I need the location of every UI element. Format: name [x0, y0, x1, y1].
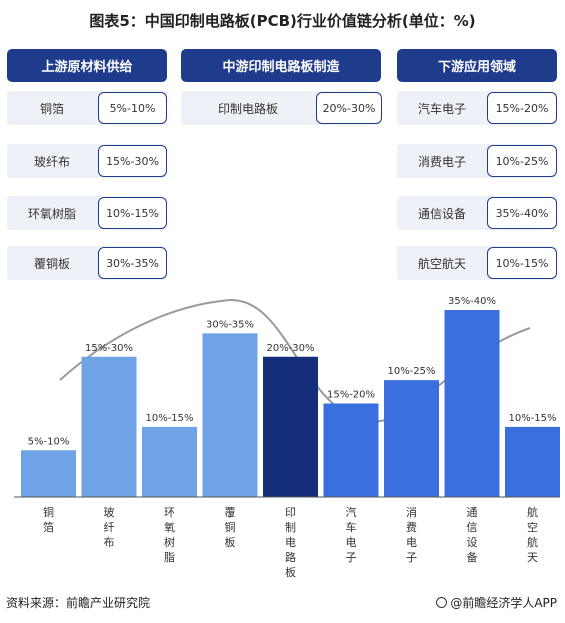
upstream-row-label: 玻纤布: [33, 154, 70, 169]
upstream-row-value: 30%-35%: [98, 247, 167, 279]
downstream-row-value: 15%-20%: [487, 92, 557, 124]
category-tick-label: 铜箔: [43, 505, 54, 534]
brand-credit: @前瞻经济学人APP: [436, 594, 557, 611]
data-label: 10%-15%: [145, 413, 193, 424]
source-note: 资料来源：前瞻产业研究院: [6, 596, 151, 610]
data-label: 10%-25%: [387, 366, 435, 377]
upstream-row-value: 5%-10%: [98, 92, 167, 124]
page-title: 图表5：中国印制电路板(PCB)行业价值链分析(单位：%): [89, 12, 476, 30]
upstream-row-label: 覆铜板: [33, 256, 70, 271]
data-label: 30%-35%: [206, 319, 254, 330]
bar-印制电路板: [263, 356, 318, 497]
data-label: 5%-10%: [28, 436, 70, 447]
upstream-row-label: 铜箔: [39, 101, 64, 116]
category-tick-label: 汽车电子: [346, 505, 357, 564]
downstream-row-value: 10%-25%: [487, 145, 557, 177]
data-label: 35%-40%: [448, 296, 496, 307]
header-midstream-label: 中游印制电路板制造: [222, 60, 340, 75]
value-chain-bar-chart: 5%-10% 15%-30% 10%-15% 30%-35% 20%-30% 15%-20…: [14, 296, 560, 579]
category-tick-label: 覆铜板: [225, 506, 236, 549]
header-upstream-label: 上游原材料供给: [41, 60, 133, 75]
category-tick-label: 消费电子: [406, 505, 417, 564]
header-upstream: 上游原材料供给: [7, 49, 167, 82]
category-tick-label: 玻纤布: [104, 506, 115, 549]
bar-消费电子: [384, 380, 439, 497]
data-label: 15%-30%: [85, 343, 133, 354]
data-label: 20%-30%: [266, 343, 314, 354]
category-tick-label: 通信设备: [467, 506, 478, 564]
data-label: 15%-20%: [327, 390, 375, 401]
bar-通信设备: [444, 310, 500, 497]
data-label: 10%-15%: [508, 413, 556, 424]
bar-环氧树脂: [142, 426, 197, 497]
bar-玻纤布: [81, 356, 137, 497]
downstream-row-label: 航空航天: [417, 256, 466, 271]
downstream-row-label: 通信设备: [417, 206, 466, 221]
brand-credit-text: @前瞻经济学人APP: [450, 596, 557, 610]
bar-汽车电子: [323, 403, 379, 497]
downstream-row-label: 汽车电子: [417, 101, 466, 116]
upstream-row-value: 15%-30%: [98, 145, 167, 177]
header-midstream: 中游印制电路板制造: [181, 49, 381, 82]
header-downstream-label: 下游应用领域: [437, 60, 516, 75]
downstream-row-value: 10%-15%: [487, 247, 557, 279]
downstream-row-value: 35%-40%: [487, 197, 557, 229]
downstream-row-label: 消费电子: [417, 154, 466, 169]
category-tick-label: 环氧树脂: [164, 506, 175, 564]
bar-覆铜板: [202, 333, 258, 497]
header-downstream: 下游应用领域: [397, 49, 557, 82]
midstream-row-value: 20%-30%: [316, 92, 382, 124]
midstream-row-label: 印制电路板: [217, 101, 278, 116]
brand-logo-icon: [436, 597, 448, 608]
bar-铜箔: [21, 450, 76, 497]
upstream-row-label: 环氧树脂: [27, 206, 76, 221]
bar-航空航天: [505, 426, 560, 497]
category-tick-label: 航空航天: [527, 505, 538, 564]
upstream-row-value: 10%-15%: [98, 197, 167, 229]
category-tick-label: 印制电路板: [285, 506, 296, 579]
